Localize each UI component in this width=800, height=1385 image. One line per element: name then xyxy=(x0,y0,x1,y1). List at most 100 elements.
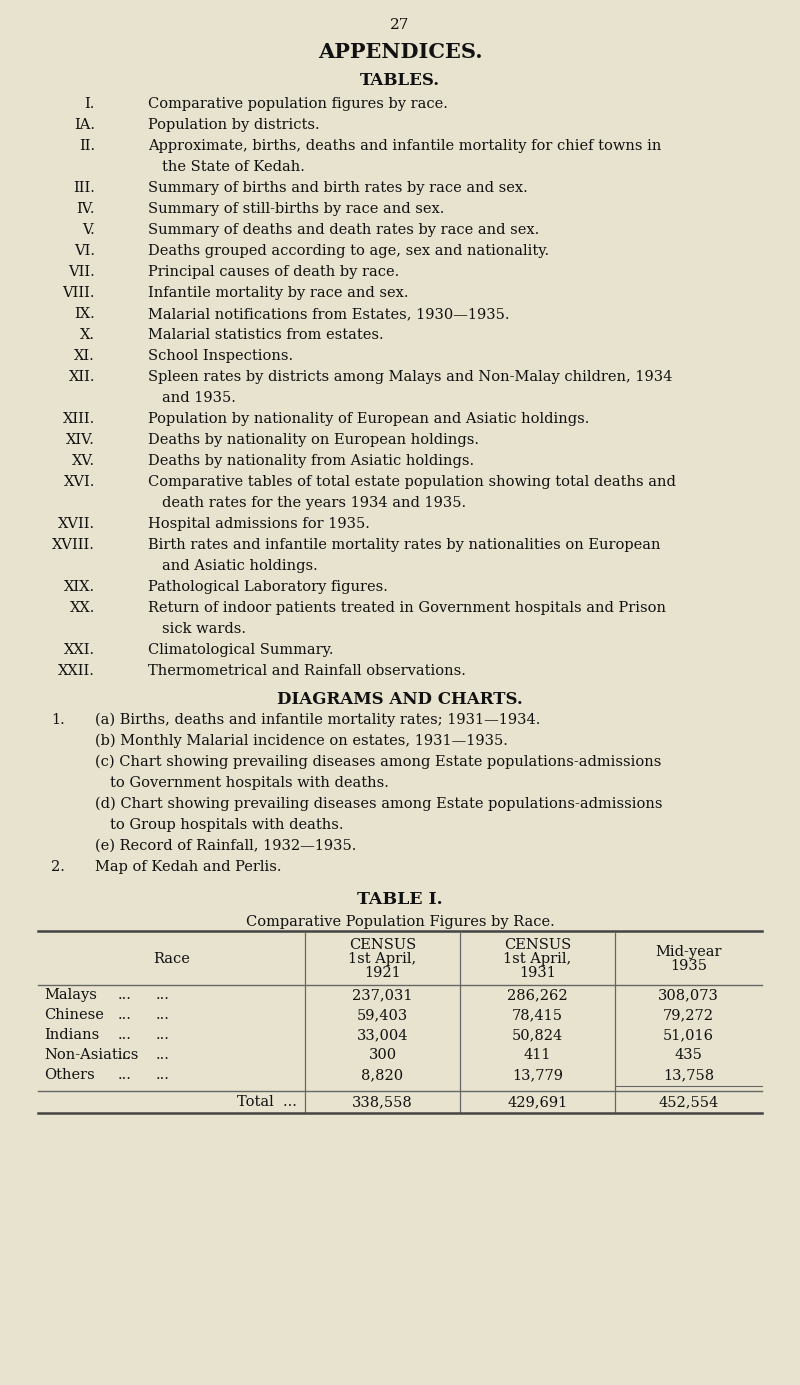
Text: Climatological Summary.: Climatological Summary. xyxy=(148,643,334,656)
Text: XIX.: XIX. xyxy=(64,580,95,594)
Text: XXII.: XXII. xyxy=(58,663,95,679)
Text: XV.: XV. xyxy=(72,454,95,468)
Text: XX.: XX. xyxy=(70,601,95,615)
Text: 435: 435 xyxy=(674,1048,702,1062)
Text: death rates for the years 1934 and 1935.: death rates for the years 1934 and 1935. xyxy=(162,496,466,510)
Text: XVI.: XVI. xyxy=(64,475,95,489)
Text: 13,758: 13,758 xyxy=(663,1068,714,1082)
Text: XII.: XII. xyxy=(69,370,95,384)
Text: I.: I. xyxy=(85,97,95,111)
Text: TABLE I.: TABLE I. xyxy=(357,891,443,909)
Text: VI.: VI. xyxy=(74,244,95,258)
Text: 1931: 1931 xyxy=(519,965,556,981)
Text: Population by districts.: Population by districts. xyxy=(148,118,320,132)
Text: Population by nationality of European and Asiatic holdings.: Population by nationality of European an… xyxy=(148,411,590,427)
Text: to Group hospitals with deaths.: to Group hospitals with deaths. xyxy=(110,819,343,832)
Text: APPENDICES.: APPENDICES. xyxy=(318,42,482,62)
Text: ...: ... xyxy=(118,1028,132,1042)
Text: Summary of deaths and death rates by race and sex.: Summary of deaths and death rates by rac… xyxy=(148,223,539,237)
Text: XIII.: XIII. xyxy=(62,411,95,427)
Text: 78,415: 78,415 xyxy=(512,1008,563,1022)
Text: V.: V. xyxy=(82,223,95,237)
Text: Others: Others xyxy=(44,1068,94,1082)
Text: ...: ... xyxy=(118,988,132,1001)
Text: Thermometrical and Rainfall observations.: Thermometrical and Rainfall observations… xyxy=(148,663,466,679)
Text: ...: ... xyxy=(156,988,170,1001)
Text: Comparative population figures by race.: Comparative population figures by race. xyxy=(148,97,448,111)
Text: 237,031: 237,031 xyxy=(352,988,413,1001)
Text: 338,558: 338,558 xyxy=(352,1096,413,1109)
Text: 300: 300 xyxy=(369,1048,397,1062)
Text: (d) Chart showing prevailing diseases among Estate populations-admissions: (d) Chart showing prevailing diseases am… xyxy=(95,796,662,812)
Text: ...: ... xyxy=(156,1008,170,1022)
Text: the State of Kedah.: the State of Kedah. xyxy=(162,161,305,175)
Text: (e) Record of Rainfall, 1932—1935.: (e) Record of Rainfall, 1932—1935. xyxy=(95,839,356,853)
Text: 13,779: 13,779 xyxy=(512,1068,563,1082)
Text: Chinese: Chinese xyxy=(44,1008,104,1022)
Text: 79,272: 79,272 xyxy=(663,1008,714,1022)
Text: 429,691: 429,691 xyxy=(507,1096,568,1109)
Text: CENSUS: CENSUS xyxy=(504,938,571,951)
Text: sick wards.: sick wards. xyxy=(162,622,246,636)
Text: Comparative Population Figures by Race.: Comparative Population Figures by Race. xyxy=(246,915,554,929)
Text: ...: ... xyxy=(156,1068,170,1082)
Text: XIV.: XIV. xyxy=(66,434,95,447)
Text: 411: 411 xyxy=(524,1048,551,1062)
Text: ...: ... xyxy=(118,1008,132,1022)
Text: Deaths by nationality on European holdings.: Deaths by nationality on European holdin… xyxy=(148,434,479,447)
Text: 1921: 1921 xyxy=(364,965,401,981)
Text: (c) Chart showing prevailing diseases among Estate populations-admissions: (c) Chart showing prevailing diseases am… xyxy=(95,755,662,770)
Text: ...: ... xyxy=(156,1048,170,1062)
Text: X.: X. xyxy=(80,328,95,342)
Text: Deaths grouped according to age, sex and nationality.: Deaths grouped according to age, sex and… xyxy=(148,244,549,258)
Text: II.: II. xyxy=(79,138,95,152)
Text: Comparative tables of total estate population showing total deaths and: Comparative tables of total estate popul… xyxy=(148,475,676,489)
Text: (b) Monthly Malarial incidence on estates, 1931—1935.: (b) Monthly Malarial incidence on estate… xyxy=(95,734,508,748)
Text: 308,073: 308,073 xyxy=(658,988,719,1001)
Text: CENSUS: CENSUS xyxy=(349,938,416,951)
Text: Indians: Indians xyxy=(44,1028,99,1042)
Text: 8,820: 8,820 xyxy=(362,1068,403,1082)
Text: Malarial notifications from Estates, 1930—1935.: Malarial notifications from Estates, 193… xyxy=(148,307,510,321)
Text: ...: ... xyxy=(118,1068,132,1082)
Text: to Government hospitals with deaths.: to Government hospitals with deaths. xyxy=(110,776,389,789)
Text: 1.: 1. xyxy=(51,713,65,727)
Text: Hospital admissions for 1935.: Hospital admissions for 1935. xyxy=(148,517,370,530)
Text: XVII.: XVII. xyxy=(58,517,95,530)
Text: 59,403: 59,403 xyxy=(357,1008,408,1022)
Text: Race: Race xyxy=(153,951,190,965)
Text: 452,554: 452,554 xyxy=(658,1096,718,1109)
Text: 2.: 2. xyxy=(51,860,65,874)
Text: and 1935.: and 1935. xyxy=(162,391,236,404)
Text: School Inspections.: School Inspections. xyxy=(148,349,293,363)
Text: Approximate, births, deaths and infantile mortality for chief towns in: Approximate, births, deaths and infantil… xyxy=(148,138,662,152)
Text: Summary of still-births by race and sex.: Summary of still-births by race and sex. xyxy=(148,202,444,216)
Text: ...: ... xyxy=(156,1028,170,1042)
Text: Map of Kedah and Perlis.: Map of Kedah and Perlis. xyxy=(95,860,282,874)
Text: DIAGRAMS AND CHARTS.: DIAGRAMS AND CHARTS. xyxy=(277,691,523,708)
Text: Return of indoor patients treated in Government hospitals and Prison: Return of indoor patients treated in Gov… xyxy=(148,601,666,615)
Text: (a) Births, deaths and infantile mortality rates; 1931—1934.: (a) Births, deaths and infantile mortali… xyxy=(95,713,540,727)
Text: Malays: Malays xyxy=(44,988,97,1001)
Text: XI.: XI. xyxy=(74,349,95,363)
Text: Infantile mortality by race and sex.: Infantile mortality by race and sex. xyxy=(148,285,409,301)
Text: Malarial statistics from estates.: Malarial statistics from estates. xyxy=(148,328,384,342)
Text: Spleen rates by districts among Malays and Non-Malay children, 1934: Spleen rates by districts among Malays a… xyxy=(148,370,672,384)
Text: TABLES.: TABLES. xyxy=(360,72,440,89)
Text: VIII.: VIII. xyxy=(62,285,95,301)
Text: III.: III. xyxy=(73,181,95,195)
Text: IV.: IV. xyxy=(77,202,95,216)
Text: Non-Asiatics: Non-Asiatics xyxy=(44,1048,138,1062)
Text: Principal causes of death by race.: Principal causes of death by race. xyxy=(148,265,399,278)
Text: and Asiatic holdings.: and Asiatic holdings. xyxy=(162,560,318,573)
Text: 286,262: 286,262 xyxy=(507,988,568,1001)
Text: IX.: IX. xyxy=(74,307,95,321)
Text: 1935: 1935 xyxy=(670,958,707,974)
Text: 33,004: 33,004 xyxy=(357,1028,408,1042)
Text: 51,016: 51,016 xyxy=(663,1028,714,1042)
Text: Deaths by nationality from Asiatic holdings.: Deaths by nationality from Asiatic holdi… xyxy=(148,454,474,468)
Text: 50,824: 50,824 xyxy=(512,1028,563,1042)
Text: Pathological Laboratory figures.: Pathological Laboratory figures. xyxy=(148,580,388,594)
Text: ...: ... xyxy=(118,1048,132,1062)
Text: XVIII.: XVIII. xyxy=(52,537,95,553)
